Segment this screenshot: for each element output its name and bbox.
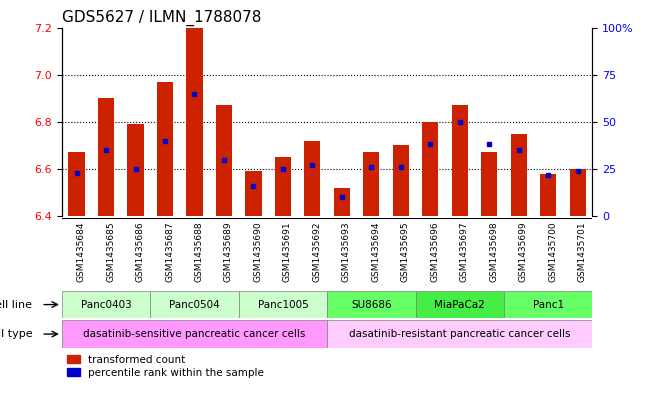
Bar <box>216 105 232 216</box>
Bar <box>68 152 85 216</box>
Text: GSM1435688: GSM1435688 <box>195 222 204 282</box>
Text: MiaPaCa2: MiaPaCa2 <box>434 299 485 310</box>
Bar <box>62 291 150 318</box>
Text: GSM1435701: GSM1435701 <box>577 222 587 282</box>
Bar <box>510 134 527 216</box>
Bar <box>452 105 468 216</box>
Text: GSM1435686: GSM1435686 <box>135 222 145 282</box>
Bar <box>150 291 239 318</box>
Text: GSM1435684: GSM1435684 <box>77 222 85 282</box>
Text: GSM1435693: GSM1435693 <box>342 222 351 282</box>
Bar <box>334 188 350 216</box>
Bar <box>239 291 327 318</box>
Bar <box>415 291 504 318</box>
Bar <box>570 169 586 216</box>
Bar <box>304 141 320 216</box>
Bar <box>275 157 291 216</box>
Legend: transformed count, percentile rank within the sample: transformed count, percentile rank withi… <box>67 355 264 378</box>
Bar <box>393 145 409 216</box>
Bar <box>540 174 557 216</box>
Bar <box>98 98 114 216</box>
Text: GDS5627 / ILMN_1788078: GDS5627 / ILMN_1788078 <box>62 10 261 26</box>
Bar <box>504 291 592 318</box>
Text: Panc1: Panc1 <box>533 299 564 310</box>
Text: GSM1435700: GSM1435700 <box>548 222 557 282</box>
Bar <box>157 82 173 216</box>
Text: GSM1435689: GSM1435689 <box>224 222 233 282</box>
Bar <box>422 122 438 216</box>
Text: GSM1435694: GSM1435694 <box>371 222 380 282</box>
Bar <box>363 152 380 216</box>
Text: GSM1435698: GSM1435698 <box>490 222 498 282</box>
Text: cell type: cell type <box>0 329 33 339</box>
Text: dasatinib-resistant pancreatic cancer cells: dasatinib-resistant pancreatic cancer ce… <box>349 329 570 339</box>
Text: GSM1435696: GSM1435696 <box>430 222 439 282</box>
Text: cell line: cell line <box>0 299 33 310</box>
Text: Panc0403: Panc0403 <box>81 299 132 310</box>
Text: GSM1435697: GSM1435697 <box>460 222 469 282</box>
Text: GSM1435690: GSM1435690 <box>253 222 262 282</box>
Bar <box>327 320 592 348</box>
Text: Panc0504: Panc0504 <box>169 299 220 310</box>
Text: GSM1435695: GSM1435695 <box>401 222 410 282</box>
Text: SU8686: SU8686 <box>351 299 392 310</box>
Bar <box>327 291 415 318</box>
Text: GSM1435685: GSM1435685 <box>106 222 115 282</box>
Text: GSM1435692: GSM1435692 <box>312 222 322 282</box>
Bar <box>245 171 262 216</box>
Bar <box>62 320 327 348</box>
Bar <box>128 124 144 216</box>
Text: dasatinib-sensitive pancreatic cancer cells: dasatinib-sensitive pancreatic cancer ce… <box>83 329 306 339</box>
Bar <box>186 28 202 216</box>
Bar <box>481 152 497 216</box>
Text: GSM1435699: GSM1435699 <box>519 222 528 282</box>
Text: Panc1005: Panc1005 <box>258 299 309 310</box>
Text: GSM1435691: GSM1435691 <box>283 222 292 282</box>
Text: GSM1435687: GSM1435687 <box>165 222 174 282</box>
